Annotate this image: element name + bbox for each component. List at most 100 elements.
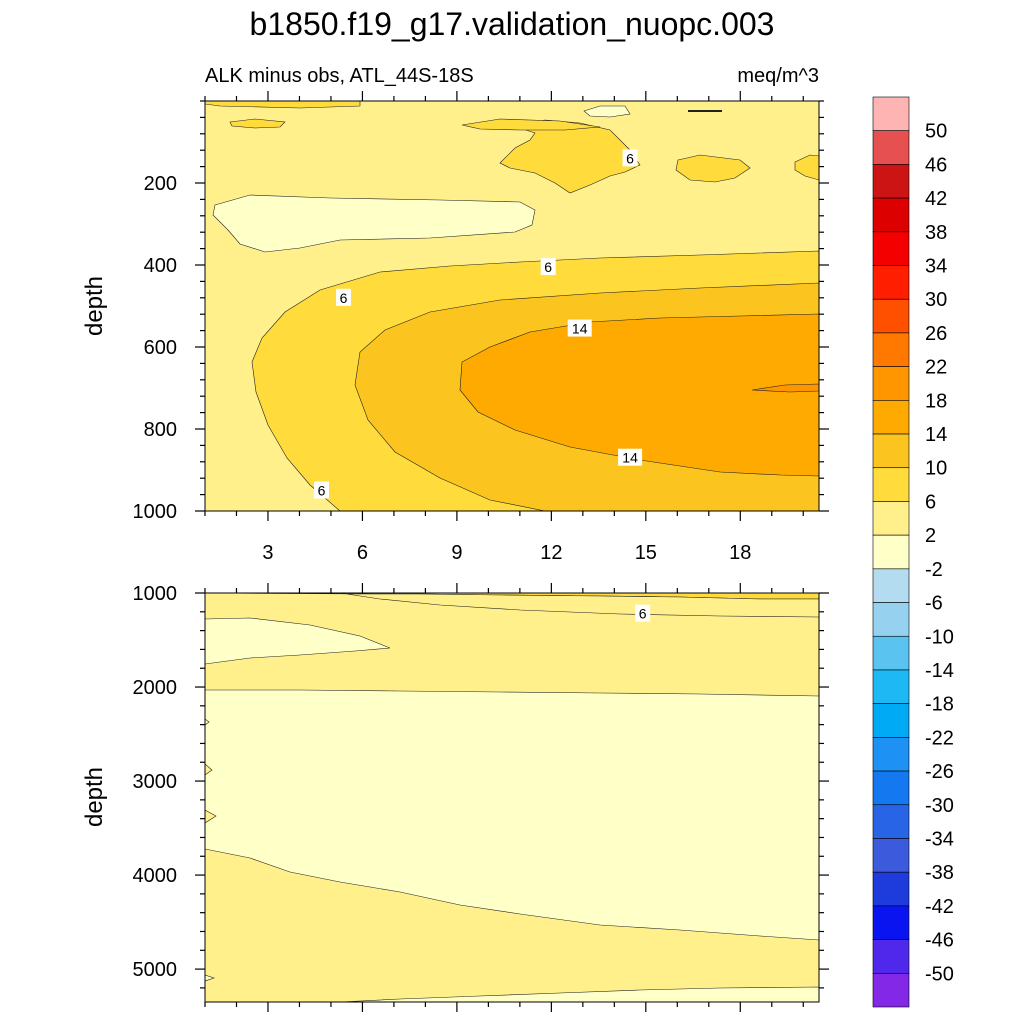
contour-fill-neg2-2-bottom xyxy=(339,986,819,1002)
colorbar: 50 46 42 38 34 30 26 22 18 14 10 6 2 -2 -6 -10 -14 -18 -22… xyxy=(872,96,954,1008)
contour-fill-neg2-2 xyxy=(212,194,536,253)
y-tick-label: 2000 xyxy=(133,677,178,699)
contour-fill-neg2-2-lens xyxy=(205,617,391,665)
colorbar-label: 18 xyxy=(925,390,947,412)
contour-label: 6 xyxy=(639,606,647,622)
colorbar-label: 22 xyxy=(925,357,947,379)
upper-contour-labels: 6 6 6 14 14 6 xyxy=(314,149,643,499)
colorbar-swatch xyxy=(872,467,910,502)
colorbar-label: -34 xyxy=(925,828,954,850)
colorbar-label: -2 xyxy=(925,559,943,581)
contour-fill-14-18 xyxy=(459,313,819,477)
panel-left-label: ALK minus obs, ATL_44S-18S xyxy=(205,65,474,87)
lower-ylabel: depth xyxy=(81,767,108,827)
y-tick-label: 200 xyxy=(144,173,177,195)
contour-fill-2-6-notch xyxy=(205,809,217,824)
colorbar-swatch xyxy=(872,838,910,873)
colorbar-swatch xyxy=(872,130,910,165)
contour-label-box xyxy=(540,258,556,276)
x-tick-label: 12 xyxy=(540,542,562,564)
colorbar-label: 2 xyxy=(925,525,936,547)
colorbar-swatch xyxy=(872,703,910,738)
colorbar-swatch xyxy=(872,332,910,367)
upper-contour-fills xyxy=(205,101,819,511)
colorbar-label: -38 xyxy=(925,862,954,884)
contour-label-box xyxy=(314,481,330,499)
x-tick-label: 15 xyxy=(635,542,657,564)
colorbar-swatch xyxy=(872,501,910,536)
colorbar-label: -14 xyxy=(925,660,954,682)
y-tick-label: 4000 xyxy=(133,865,178,887)
y-tick-label: 600 xyxy=(144,337,177,359)
colorbar-swatch xyxy=(872,770,910,806)
colorbar-label: -46 xyxy=(925,930,954,952)
colorbar-swatch xyxy=(872,197,910,233)
panel-units-label: meq/m^3 xyxy=(737,65,819,87)
colorbar-label: -26 xyxy=(925,761,954,783)
lower-contour-fills xyxy=(205,593,819,1002)
y-tick-label: 400 xyxy=(144,255,177,277)
contour-fill-2-6-notch xyxy=(205,763,213,776)
colorbar-swatch xyxy=(872,366,910,401)
lower-contour-labels: 6 xyxy=(635,604,651,622)
colorbar-swatch xyxy=(872,939,910,974)
contour-fill-neg2-2 xyxy=(205,689,819,941)
colorbar-swatch xyxy=(872,231,910,266)
y-tick-label: 1000 xyxy=(133,583,178,605)
lower-plot-frame xyxy=(204,592,820,1003)
contour-label-box xyxy=(336,288,352,306)
y-tick-label: 800 xyxy=(144,419,177,441)
colorbar-label: 10 xyxy=(925,458,947,480)
contour-label: 6 xyxy=(626,150,634,166)
colorbar-swatch xyxy=(872,972,910,1008)
contour-line xyxy=(205,718,210,726)
contour-fill-18-22 xyxy=(751,383,819,393)
y-tick-label: 5000 xyxy=(133,959,178,981)
contour-label: 6 xyxy=(340,290,348,306)
colorbar-swatch xyxy=(872,534,910,570)
contour-fill-6-10-blob xyxy=(794,154,819,181)
contour-label: 6 xyxy=(318,483,326,499)
contour-label-box xyxy=(635,604,651,622)
colorbar-label: -10 xyxy=(925,626,954,648)
contour-fill-neg2-2-small xyxy=(583,105,631,118)
colorbar-label: 14 xyxy=(925,424,947,446)
colorbar-label: 38 xyxy=(925,222,947,244)
colorbar-label: -6 xyxy=(925,593,943,615)
colorbar-swatch xyxy=(872,737,910,772)
contour-fill-6-10-top xyxy=(205,101,361,109)
colorbar-swatch xyxy=(872,433,910,469)
upper-axis-ticks: 3 6 9 12 15 18 200 400 600 800 1000 xyxy=(133,91,829,564)
colorbar-swatch xyxy=(872,164,910,199)
lower-axis-ticks: 1000 2000 3000 4000 5000 xyxy=(133,583,829,1012)
contour-label-box xyxy=(618,448,643,466)
contour-fill-6-10-band xyxy=(205,593,819,618)
upper-plot-frame xyxy=(204,100,820,512)
colorbar-label: -42 xyxy=(925,896,954,918)
colorbar-label: -22 xyxy=(925,727,954,749)
contour-fill-6-10-blob xyxy=(675,154,751,183)
colorbar-swatch xyxy=(872,298,910,334)
x-tick-label: 3 xyxy=(262,542,273,564)
colorbar-swatch xyxy=(872,568,910,603)
colorbar-label: 46 xyxy=(925,154,947,176)
contour-label-box xyxy=(622,149,638,167)
colorbar-label: 30 xyxy=(925,289,947,311)
contour-label: 6 xyxy=(544,259,552,275)
colorbar-label: 50 xyxy=(925,121,947,143)
colorbar-swatch xyxy=(872,635,910,671)
x-tick-label: 6 xyxy=(357,542,368,564)
colorbar-label: -50 xyxy=(925,963,954,985)
upper-ylabel: depth xyxy=(81,276,108,336)
contour-fill-6-10-blob xyxy=(461,118,601,131)
colorbar-swatch xyxy=(872,265,910,300)
contour-label: 14 xyxy=(622,450,638,466)
contour-label-box xyxy=(567,319,592,337)
colorbar-label: 42 xyxy=(925,188,947,210)
colorbar-swatch xyxy=(872,400,910,435)
colorbar-label: 26 xyxy=(925,323,947,345)
colorbar-swatch xyxy=(872,905,910,940)
x-tick-label: 9 xyxy=(451,542,462,564)
x-tick-label: 18 xyxy=(729,542,751,564)
